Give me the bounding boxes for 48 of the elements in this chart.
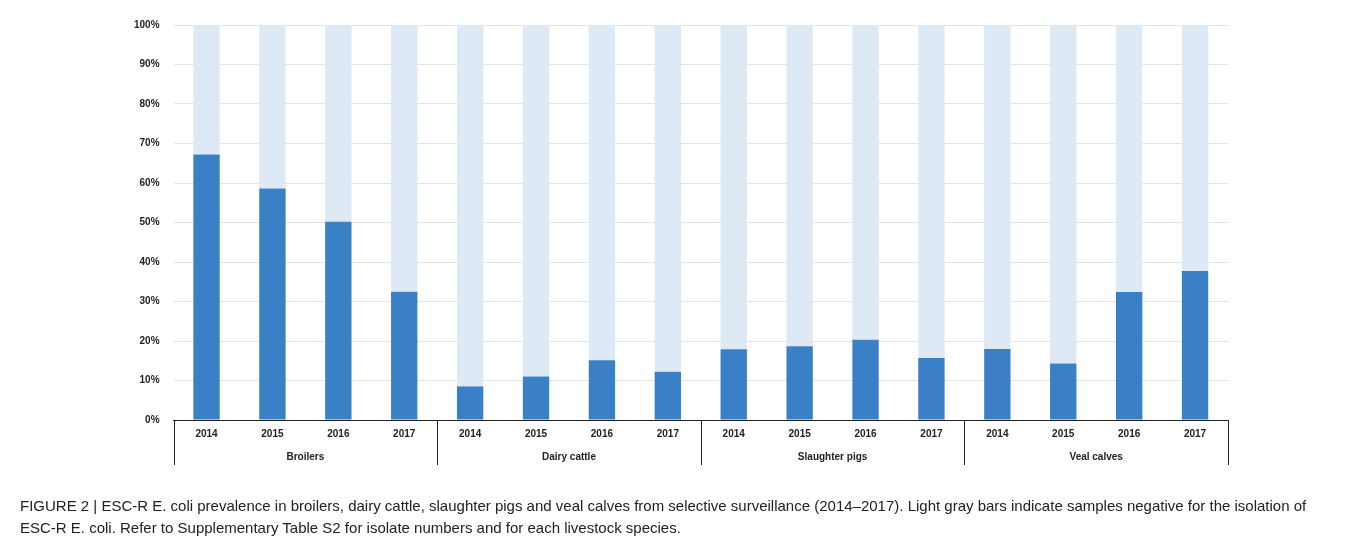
x-tick-label: 2015 [261,427,284,439]
bar [1050,363,1077,420]
x-tick-label: 2016 [1118,427,1141,439]
x-tick-label: 2014 [722,427,746,439]
x-tick-label: 2017 [393,427,416,439]
x-tick-label: 2017 [920,427,943,439]
y-tick-label: 50% [139,216,160,228]
y-tick-label: 40% [139,255,160,267]
bar [588,360,616,420]
text: Slaughter pigs [797,450,868,462]
y-tick-label: 70% [139,137,160,149]
y-tick-label: 100% [134,18,160,30]
x-tick-label: 2014 [459,427,482,439]
x-tick-label: 2016 [327,427,350,439]
bar [391,291,418,420]
x-tick-label: 2014 [986,427,1009,439]
caption: FIGURE 2 | ESC-R E. coli prevalence in broilers, dairy cattle, slaughter pigs and veal calves from selective surveillance (2014–2017). Light gray bars indicate samples negative for the isolation of ESC-R E. coli. Refer to Supplementary Table S2 for isolate numbers and for each livestock species. [20,496,1308,538]
x-tick-label: 2015 [524,427,548,439]
bar [984,348,1011,420]
x-tick-label: 2016 [590,427,614,439]
bar [522,376,550,420]
bar [193,154,220,420]
bar [456,386,484,420]
x-tick-label: 2016 [854,427,878,439]
y-tick-label: 80% [139,97,160,109]
y-tick-label: 10% [139,374,160,386]
text: Dairy cattle [542,450,597,462]
x-tick-label: 2017 [1183,427,1207,439]
text: Broilers [286,450,325,462]
y-tick-label: 0% [145,413,160,425]
y-tick-label: 60% [139,176,160,188]
bar [918,357,945,420]
bar [1181,271,1209,420]
x-tick-label: 2017 [656,427,680,439]
bar [1115,292,1143,420]
text: Veal calves [1069,450,1124,462]
bar [325,221,352,420]
x-tick-label: 2014 [195,427,219,439]
y-tick-label: 90% [139,58,160,70]
bar [852,339,879,420]
bar [259,188,286,420]
bar [654,371,682,420]
y-tick-label: 20% [139,334,160,346]
x-tick-label: 2015 [1052,427,1075,439]
bar [720,349,747,420]
x-tick-label: 2015 [788,427,812,439]
y-tick-label: 30% [139,295,160,307]
bar [786,346,813,420]
